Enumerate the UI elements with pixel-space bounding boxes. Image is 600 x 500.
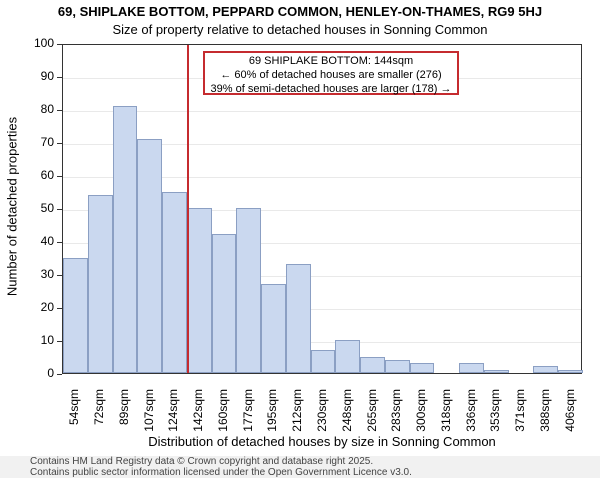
x-tick-label: 142sqm [191, 389, 205, 444]
bar [63, 258, 88, 374]
chart-title-line1: 69, SHIPLAKE BOTTOM, PEPPARD COMMON, HEN… [0, 4, 600, 19]
x-tick-label: 89sqm [117, 389, 131, 444]
x-tick-label: 300sqm [414, 389, 428, 444]
x-tick-label: 353sqm [488, 389, 502, 444]
x-tick-label: 107sqm [142, 389, 156, 444]
bar [113, 106, 138, 373]
bar [385, 360, 410, 373]
bar [137, 139, 162, 373]
x-tick-label: 230sqm [315, 389, 329, 444]
x-tick-label: 248sqm [340, 389, 354, 444]
x-tick-label: 177sqm [241, 389, 255, 444]
footer-attribution: Contains HM Land Registry data © Crown c… [0, 456, 600, 478]
y-tick-mark [57, 77, 62, 78]
annotation-box: 69 SHIPLAKE BOTTOM: 144sqm← 60% of detac… [203, 51, 459, 95]
y-axis-label: Number of detached properties [5, 42, 20, 372]
y-tick-mark [57, 209, 62, 210]
y-tick-label: 20 [24, 300, 54, 314]
bar [311, 350, 336, 373]
bar [286, 264, 311, 373]
x-tick-label: 212sqm [290, 389, 304, 444]
footer-line2: Contains public sector information licen… [0, 467, 600, 478]
y-tick-label: 70 [24, 135, 54, 149]
y-tick-mark [57, 176, 62, 177]
x-tick-label: 318sqm [439, 389, 453, 444]
y-tick-label: 80 [24, 102, 54, 116]
footer-line1: Contains HM Land Registry data © Crown c… [0, 456, 600, 467]
bar [533, 366, 558, 373]
x-tick-label: 54sqm [67, 389, 81, 444]
y-tick-mark [57, 110, 62, 111]
y-tick-mark [57, 341, 62, 342]
x-tick-label: 371sqm [513, 389, 527, 444]
chart-title-line2: Size of property relative to detached ho… [0, 22, 600, 37]
bar [459, 363, 484, 373]
y-tick-label: 30 [24, 267, 54, 281]
x-tick-label: 160sqm [216, 389, 230, 444]
y-tick-label: 100 [24, 36, 54, 50]
y-tick-mark [57, 44, 62, 45]
bar [261, 284, 286, 373]
gridline [63, 111, 581, 112]
chart-container: 69, SHIPLAKE BOTTOM, PEPPARD COMMON, HEN… [0, 0, 600, 500]
x-tick-label: 406sqm [563, 389, 577, 444]
y-tick-label: 0 [24, 366, 54, 380]
x-tick-label: 72sqm [92, 389, 106, 444]
y-tick-label: 90 [24, 69, 54, 83]
bar [236, 208, 261, 373]
y-tick-label: 60 [24, 168, 54, 182]
y-tick-mark [57, 308, 62, 309]
y-tick-mark [57, 242, 62, 243]
x-tick-label: 195sqm [265, 389, 279, 444]
bar [360, 357, 385, 374]
y-tick-label: 50 [24, 201, 54, 215]
annotation-line3: 39% of semi-detached houses are larger (… [209, 83, 453, 97]
plot-area: 69 SHIPLAKE BOTTOM: 144sqm← 60% of detac… [62, 44, 582, 374]
y-tick-mark [57, 374, 62, 375]
annotation-line2: ← 60% of detached houses are smaller (27… [209, 69, 453, 83]
marker-line [187, 45, 189, 373]
bar [558, 370, 583, 373]
x-tick-label: 336sqm [464, 389, 478, 444]
bar [162, 192, 187, 374]
bar [410, 363, 435, 373]
x-tick-label: 124sqm [166, 389, 180, 444]
y-tick-mark [57, 143, 62, 144]
x-tick-label: 265sqm [365, 389, 379, 444]
bar [187, 208, 212, 373]
x-tick-label: 388sqm [538, 389, 552, 444]
x-tick-label: 283sqm [389, 389, 403, 444]
bar [484, 370, 509, 373]
bar [335, 340, 360, 373]
y-tick-label: 40 [24, 234, 54, 248]
bar [88, 195, 113, 373]
annotation-line1: 69 SHIPLAKE BOTTOM: 144sqm [209, 55, 453, 69]
y-tick-mark [57, 275, 62, 276]
bar [212, 234, 237, 373]
y-tick-label: 10 [24, 333, 54, 347]
